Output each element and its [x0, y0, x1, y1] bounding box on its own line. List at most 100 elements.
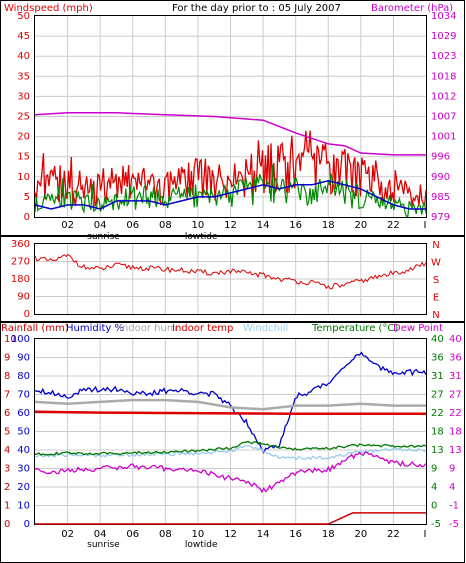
barometer-line — [34, 112, 426, 156]
dewpoint-tick-label: 27 — [449, 390, 462, 401]
y2-tick-label: 1007 — [431, 112, 456, 123]
legend-indoor-hum: Indoor hum — [119, 323, 177, 334]
x-tick-label: 16 — [289, 220, 302, 231]
temperature-tick-label: 40 — [431, 334, 444, 345]
annotation-label: lowtide — [185, 540, 218, 550]
y2-tick-label: 990 — [431, 172, 450, 183]
temperature-tick-label: 27 — [431, 390, 444, 401]
y-tick-label: 35 — [17, 71, 30, 82]
x-tick-label: 02 — [61, 529, 74, 540]
dewpoint-tick-label: 31 — [449, 371, 462, 382]
y2-tick-label: 1012 — [431, 91, 456, 102]
dewpoint-tick-label: -1 — [449, 501, 459, 512]
dewpoint-tick-label: -5 — [449, 519, 459, 530]
rainfall-tick-label: 7 — [4, 390, 10, 401]
dewpoint-tick-label: 18 — [449, 427, 462, 438]
indoor-temp-line — [34, 410, 426, 416]
direction-tick-label: 360 — [11, 239, 30, 250]
chart-title: For the day prior to : 05 July 2007 — [172, 3, 341, 14]
x-tick-label: 14 — [257, 220, 270, 231]
top-panel-frame — [0, 0, 465, 236]
x-tick-label: 18 — [322, 220, 335, 231]
rainfall-tick-label: 2 — [4, 482, 10, 493]
rainfall-tick-label: 4 — [4, 445, 10, 456]
humidity-tick-label: 30 — [17, 464, 30, 475]
x-tick-label: 22 — [387, 529, 400, 540]
dewpoint-tick-label: 9 — [449, 464, 455, 475]
x-tick-label: 20 — [354, 220, 367, 231]
rainfall-tick-label: 1 — [4, 501, 10, 512]
temperature-tick-label: 22 — [431, 408, 444, 419]
legend-windchill: Windchill — [243, 323, 288, 334]
y2-tick-label: 1023 — [431, 51, 456, 62]
temperature-tick-label: 0 — [431, 501, 437, 512]
dew-point-line — [34, 451, 427, 494]
direction-plot-area — [34, 243, 427, 315]
direction-tick-label: 270 — [11, 257, 30, 268]
y-tick-label: 20 — [17, 132, 30, 143]
x-tick-label: 06 — [126, 529, 139, 540]
y-tick-label: 0 — [24, 212, 30, 223]
x-tick-label: 02 — [61, 220, 74, 231]
temperature-tick-label: -5 — [431, 519, 441, 530]
legend-temperature: Temperature (°C) — [311, 323, 398, 334]
dewpoint-tick-label: 36 — [449, 353, 462, 364]
compass-label: N — [432, 240, 439, 251]
wind-plot-area — [34, 15, 427, 218]
dewpoint-tick-label: 13 — [449, 445, 462, 456]
direction-tick-label: 0 — [24, 309, 30, 320]
x-tick-label: 20 — [354, 529, 367, 540]
y2-tick-label: 1034 — [431, 11, 456, 22]
rainfall-tick-label: 0 — [4, 519, 10, 530]
windspeed-axis-title: Windspeed (mph) — [4, 3, 93, 14]
dewpoint-tick-label: 40 — [449, 334, 462, 345]
rainfall-tick-label: 8 — [4, 371, 10, 382]
y-tick-label: 25 — [17, 112, 30, 123]
humidity-tick-label: 70 — [17, 390, 30, 401]
y2-tick-label: 1029 — [431, 31, 456, 42]
humidity-tick-label: 0 — [24, 519, 30, 530]
temperature-tick-label: 9 — [431, 464, 437, 475]
x-tick-label: 04 — [94, 220, 107, 231]
rainfall-tick-label: 5 — [4, 427, 10, 438]
temperature-tick-label: 18 — [431, 427, 444, 438]
legend-rainfall: Rainfall (mm) — [1, 323, 69, 334]
y-tick-label: 10 — [17, 172, 30, 183]
bottom-panel-frame — [0, 322, 465, 563]
legend-indoor-temp: Indoor temp — [172, 323, 233, 334]
compass-label: S — [433, 275, 439, 286]
humidity-tick-label: 80 — [17, 371, 30, 382]
direction-tick-label: 90 — [17, 292, 30, 303]
x-tick-end-label: I — [424, 529, 427, 540]
humidity-tick-label: 60 — [17, 408, 30, 419]
x-tick-end-label: I — [424, 220, 427, 231]
x-tick-label: 08 — [159, 529, 172, 540]
y-tick-label: 30 — [17, 91, 30, 102]
temperature-line — [34, 440, 427, 456]
y-tick-label: 40 — [17, 51, 30, 62]
temperature-tick-label: 36 — [431, 353, 444, 364]
y-tick-label: 5 — [24, 192, 30, 203]
humidity-tick-label: 10 — [17, 501, 30, 512]
humidity-tick-label: 100 — [11, 334, 30, 345]
legend-humidity: Humidity % — [66, 323, 124, 334]
temperature-tick-label: 13 — [431, 445, 444, 456]
x-tick-label: 12 — [224, 220, 237, 231]
temperature-tick-label: 4 — [431, 482, 437, 493]
x-tick-label: 10 — [192, 220, 205, 231]
barometer-axis-title: Barometer (hPa) — [371, 3, 453, 14]
dewpoint-tick-label: 4 — [449, 482, 455, 493]
indoor-humidity-line — [34, 398, 426, 411]
x-tick-label: 22 — [387, 220, 400, 231]
x-tick-label: 08 — [159, 220, 172, 231]
middle-panel-frame — [0, 236, 465, 322]
humidity-tick-label: 40 — [17, 445, 30, 456]
rainfall-tick-label: 10 — [4, 334, 17, 345]
rainfall-line — [35, 512, 426, 525]
humidity-tick-label: 50 — [17, 427, 30, 438]
humidity-tick-label: 20 — [17, 482, 30, 493]
temperature-tick-label: 31 — [431, 371, 444, 382]
rainfall-tick-label: 9 — [4, 353, 10, 364]
humidity-tick-label: 90 — [17, 353, 30, 364]
